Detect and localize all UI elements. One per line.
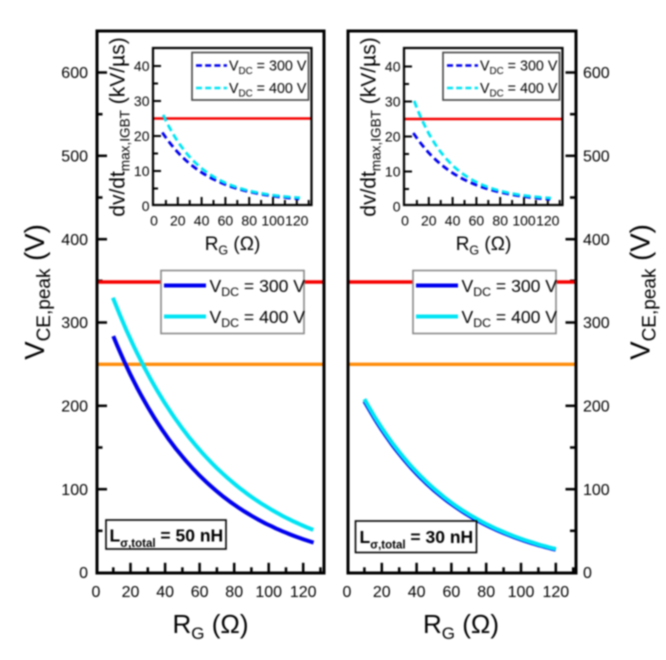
svg-text:RG (Ω): RG (Ω) (456, 234, 512, 258)
svg-text:400: 400 (583, 232, 610, 249)
svg-text:40: 40 (156, 584, 174, 601)
svg-text:400: 400 (61, 232, 88, 249)
svg-text:100: 100 (583, 482, 610, 499)
svg-text:100: 100 (255, 584, 282, 601)
svg-text:RG (Ω): RG (Ω) (423, 609, 499, 643)
svg-text:300: 300 (583, 315, 610, 332)
svg-text:20: 20 (122, 584, 140, 601)
svg-text:100: 100 (261, 213, 285, 229)
svg-text:40: 40 (385, 58, 401, 74)
svg-text:VDC = 300 V: VDC = 300 V (480, 59, 558, 77)
svg-text:0: 0 (92, 584, 101, 601)
svg-text:0: 0 (142, 198, 150, 214)
svg-text:20: 20 (373, 584, 391, 601)
svg-text:0: 0 (150, 213, 158, 229)
svg-text:10: 10 (385, 163, 401, 179)
svg-text:40: 40 (408, 584, 426, 601)
svg-text:500: 500 (61, 148, 88, 165)
svg-text:0: 0 (343, 584, 352, 601)
svg-text:0: 0 (79, 565, 88, 582)
svg-text:30: 30 (385, 93, 401, 109)
svg-text:40: 40 (134, 58, 150, 74)
svg-text:20: 20 (421, 213, 437, 229)
svg-text:60: 60 (443, 584, 461, 601)
svg-text:0: 0 (583, 565, 592, 582)
svg-text:100: 100 (508, 584, 535, 601)
svg-text:0: 0 (401, 213, 409, 229)
svg-text:200: 200 (583, 398, 610, 415)
svg-text:0: 0 (393, 198, 401, 214)
svg-text:30: 30 (134, 93, 150, 109)
svg-text:100: 100 (512, 213, 536, 229)
svg-text:40: 40 (194, 213, 210, 229)
svg-text:60: 60 (191, 584, 209, 601)
svg-text:RG (Ω): RG (Ω) (205, 234, 261, 258)
svg-text:RG (Ω): RG (Ω) (173, 609, 249, 643)
svg-text:600: 600 (583, 65, 610, 82)
svg-text:120: 120 (285, 213, 309, 229)
svg-text:200: 200 (61, 398, 88, 415)
svg-text:80: 80 (477, 584, 495, 601)
svg-text:10: 10 (134, 163, 150, 179)
svg-text:500: 500 (583, 148, 610, 165)
svg-text:20: 20 (134, 128, 150, 144)
svg-text:80: 80 (492, 213, 508, 229)
svg-text:120: 120 (536, 213, 560, 229)
svg-text:dv/dtmax,IGBT (kV/µs): dv/dtmax,IGBT (kV/µs) (358, 37, 384, 216)
svg-text:VDC = 400 V: VDC = 400 V (480, 81, 558, 99)
svg-text:60: 60 (218, 213, 234, 229)
svg-text:80: 80 (241, 213, 257, 229)
svg-text:60: 60 (469, 213, 485, 229)
svg-text:600: 600 (61, 65, 88, 82)
svg-text:120: 120 (542, 584, 569, 601)
svg-text:20: 20 (385, 128, 401, 144)
svg-text:300: 300 (61, 315, 88, 332)
svg-text:120: 120 (290, 584, 317, 601)
svg-text:20: 20 (170, 213, 186, 229)
svg-text:80: 80 (225, 584, 243, 601)
svg-text:40: 40 (445, 213, 461, 229)
svg-text:100: 100 (61, 482, 88, 499)
